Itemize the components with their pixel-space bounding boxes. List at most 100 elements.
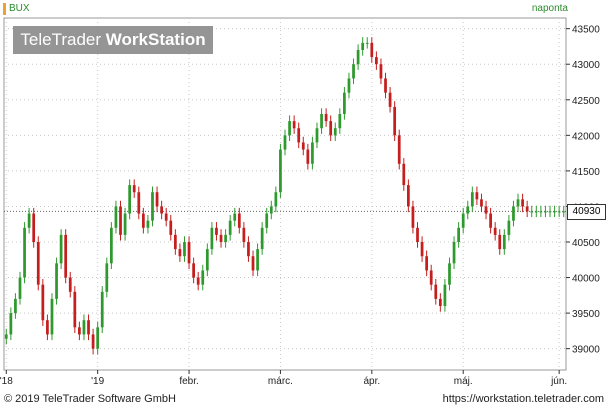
candle-body [260,227,264,250]
candle-body [105,263,109,292]
candle-body [119,206,122,235]
candle-body [210,227,214,250]
y-tick-label: 43000 [572,60,600,71]
candle-body [187,242,191,264]
candle-body [132,185,136,193]
candle-body [484,206,488,214]
candle-body [562,211,566,213]
candle-body [438,298,442,306]
candle-body [274,192,278,207]
candle-body [452,242,456,264]
candle-body [4,334,8,339]
candle-body [352,64,355,79]
candle-body [475,192,479,200]
candle-body [448,263,451,285]
x-tick-label: máj. [454,376,473,387]
candle-body [425,256,429,271]
x-tick-label: '19 [91,376,104,387]
candle-body [196,277,200,285]
candle-body [55,263,58,299]
candle-body [9,313,13,335]
y-tick-label: 42500 [572,96,600,107]
candle-body [32,213,36,242]
candle-body [493,227,497,235]
candle-body [553,211,556,213]
x-tick-label: jún. [550,376,567,387]
candle-body [283,135,287,150]
candle-body [73,291,77,328]
candle-body [333,128,337,136]
candle-body [402,163,406,186]
candle-body [279,149,282,193]
candle-body [297,128,301,143]
copyright: © 2019 TeleTrader Software GmbH [4,393,176,405]
candle-body [379,64,383,79]
candle-body [137,192,141,214]
candle-body [411,206,415,228]
candle-body [256,249,259,271]
candle-body [27,213,31,228]
candle-body [68,277,72,292]
y-tick-label: 39000 [572,345,600,356]
candle-body [251,256,255,271]
candle-body [41,284,45,321]
candle-body [50,298,54,335]
candle-body [384,78,387,93]
footer-url[interactable]: https://workstation.teletrader.com [442,393,604,405]
candle-body [470,192,474,207]
candle-body [361,42,365,50]
candle-body [128,185,132,214]
candle-body [18,277,22,299]
candle-body [155,192,159,207]
candle-body [215,227,218,235]
y-tick-label: 40500 [572,238,600,249]
candle-body [320,114,323,129]
x-tick-label: '18 [0,376,13,387]
candle-body [269,206,273,214]
candle-body [420,242,424,257]
candle-body [539,211,543,213]
candle-body [100,291,104,328]
candle-body [114,206,118,228]
x-axis: '18 '19 febr. márc. ápr. máj. jún. [0,370,567,387]
x-tick-label: ápr. [363,376,380,387]
candle-body [544,211,547,213]
watermark-brand: TeleTrader [20,30,102,49]
candle-body [557,211,561,213]
candle-body [375,57,378,65]
x-tick-label: febr. [179,376,198,387]
candle-body [82,320,86,335]
candle-body [507,220,511,235]
candle-body [416,227,419,242]
candle-body [480,199,483,207]
candle-body [87,320,90,335]
candle-body [525,206,529,212]
candle-body [233,213,237,221]
y-tick-label: 42000 [572,131,600,142]
watermark: TeleTrader WorkStation [13,26,213,54]
watermark-product: WorkStation [105,30,206,49]
candle-body [288,121,291,136]
x-tick-label: márc. [268,376,293,387]
y-tick-label: 41500 [572,167,600,178]
candle-body [164,213,168,221]
y-axis: 3900039500400004050041000415004200042500… [566,25,600,356]
candle-body [406,185,410,207]
candle-body [160,206,164,214]
candle-body [247,242,250,257]
candle-body [521,199,524,207]
candle-body [183,242,186,257]
candle-body [356,50,360,65]
candle-body [512,206,515,221]
period-label[interactable]: naponta [531,3,568,14]
candle-body [498,234,502,250]
candle-body [457,227,460,242]
candle-body [224,234,227,242]
candle-body [14,298,17,314]
candle-body [443,284,447,306]
candle-body [228,220,232,235]
candle-body [23,227,26,278]
y-tick-label: 40000 [572,274,600,285]
candle-body [46,320,49,335]
